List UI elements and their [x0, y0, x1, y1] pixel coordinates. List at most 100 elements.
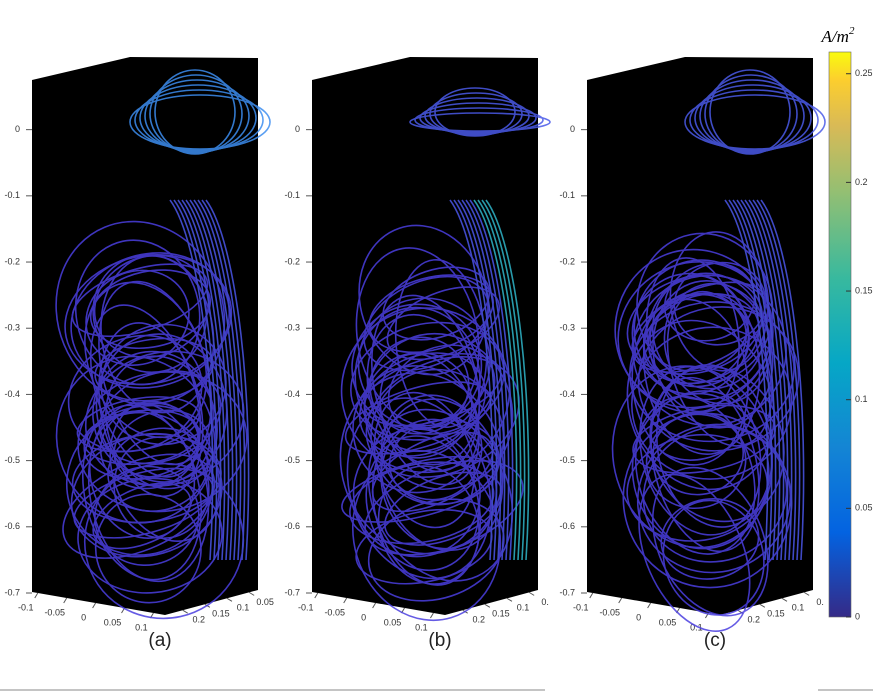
streamline [684, 94, 826, 150]
x-tick-label: -0.1 [18, 602, 34, 612]
x-tick [618, 597, 623, 604]
streamline [465, 199, 510, 561]
z-tick-label: -0.3 [4, 323, 20, 333]
y-tick-label: 0.15 [212, 609, 230, 619]
streamlines [55, 69, 271, 620]
streamline [177, 199, 222, 561]
z-tick-label: -0.3 [284, 323, 300, 333]
streamline [704, 74, 798, 154]
streamline [65, 411, 214, 556]
streamline [82, 409, 200, 466]
colorbar [828, 51, 852, 618]
streamline [409, 112, 551, 132]
colorbar-tick-label: 0.1 [855, 394, 868, 404]
y-tick [484, 603, 491, 608]
streamline [469, 199, 514, 561]
streamline [752, 199, 797, 561]
plot-box [587, 57, 813, 615]
colorbar-tick-label: 0.25 [855, 68, 873, 78]
streamline [732, 199, 777, 561]
streamline [193, 199, 238, 561]
x-tick [314, 592, 319, 599]
streamline [154, 69, 236, 155]
x-tick [343, 597, 348, 604]
z-tick-label: -0.7 [4, 587, 20, 597]
colorbar-label: A/m2 [821, 25, 855, 46]
streamline [355, 247, 480, 427]
streamline [694, 84, 812, 152]
streamline [633, 259, 772, 401]
x-tick-label: 0.05 [659, 617, 677, 627]
streamline [461, 199, 506, 561]
y-tick-label: 0.1 [517, 603, 530, 613]
x-tick-label: -0.05 [599, 607, 620, 617]
streamline [748, 199, 793, 561]
streamline [673, 261, 767, 346]
y-tick [781, 597, 788, 602]
streamline [64, 253, 233, 386]
streamline [652, 411, 745, 496]
streamline [113, 409, 211, 486]
y-tick-label: 0. [541, 597, 549, 607]
x-tick [34, 592, 39, 599]
streamline [371, 431, 494, 513]
streamline [113, 436, 210, 540]
streamline [626, 319, 775, 491]
z-tick-label: -0.1 [559, 190, 575, 200]
y-tick-label: 0.2 [192, 615, 205, 625]
streamline [744, 199, 789, 561]
streamline [453, 199, 498, 561]
streamline [642, 425, 788, 563]
streamline [92, 482, 192, 550]
y-tick-label: 0.15 [492, 609, 510, 619]
streamline [94, 493, 202, 604]
colorbar-tick-label: 0 [855, 611, 860, 621]
colorbar-tick-label: 0.2 [855, 177, 868, 187]
z-tick-label: -0.4 [4, 389, 20, 399]
y-tick-label: 0.15 [767, 609, 785, 619]
streamline [724, 199, 769, 561]
streamline [481, 199, 526, 561]
streamline [660, 498, 760, 580]
streamline [756, 199, 801, 561]
streamline [629, 301, 795, 443]
streamline [760, 199, 805, 561]
streamline [55, 355, 216, 524]
x-tick-label: 0.1 [415, 622, 428, 632]
panel: 0 -0.1 -0.2 -0.3 -0.4 -0.5 -0.6 -0.7 -0.1 -0.05 0 0… [284, 57, 551, 651]
y-tick [803, 591, 810, 596]
z-tick-label: -0.5 [559, 455, 575, 465]
streamline [205, 199, 250, 561]
y-tick [528, 591, 535, 596]
y-tick [226, 597, 233, 602]
streamline [449, 199, 494, 561]
y-tick [248, 591, 255, 596]
streamline [201, 199, 246, 561]
z-tick-label: -0.2 [4, 256, 20, 266]
y-tick [182, 609, 188, 614]
streamline [651, 466, 769, 617]
z-tick-label: -0.2 [559, 256, 575, 266]
z-tick-label: -0.1 [284, 190, 300, 200]
streamline [647, 293, 750, 388]
streamline [94, 465, 200, 567]
z-tick-label: -0.1 [4, 190, 20, 200]
y-tick-label: 0.1 [792, 603, 805, 613]
streamline [645, 413, 747, 510]
x-tick [92, 602, 97, 609]
streamline [144, 79, 250, 153]
x-tick-label: 0 [81, 612, 86, 622]
streamline [77, 371, 248, 513]
colorbar-tick-label: 0.15 [855, 285, 873, 295]
streamline [699, 79, 805, 153]
streamline [363, 275, 490, 372]
panel-label: (b) [428, 630, 451, 651]
streamline [477, 199, 522, 561]
streamline [358, 224, 489, 376]
y-tick-label: 0.2 [472, 615, 485, 625]
streamline [709, 69, 791, 155]
streamline [134, 89, 264, 151]
z-tick-label: -0.4 [284, 389, 300, 399]
streamline [367, 498, 505, 602]
z-tick-label: -0.7 [284, 587, 300, 597]
